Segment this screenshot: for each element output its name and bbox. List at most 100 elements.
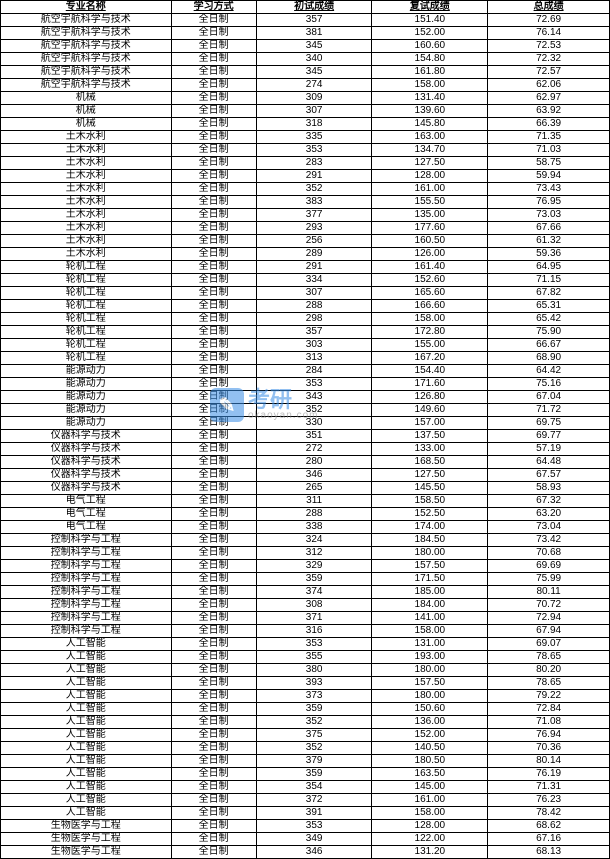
table-cell: 全日制 — [171, 742, 256, 755]
table-row: 电气工程全日制311158.5067.32 — [1, 495, 610, 508]
table-cell: 158.50 — [372, 495, 488, 508]
table-row: 生物医学与工程全日制353128.0068.62 — [1, 820, 610, 833]
table-cell: 141.00 — [372, 612, 488, 625]
table-cell: 全日制 — [171, 365, 256, 378]
table-cell: 318 — [256, 118, 372, 131]
table-cell: 374 — [256, 586, 372, 599]
table-row: 机械全日制318145.8066.39 — [1, 118, 610, 131]
table-cell: 全日制 — [171, 378, 256, 391]
table-cell: 140.50 — [372, 742, 488, 755]
table-cell: 136.00 — [372, 716, 488, 729]
table-cell: 全日制 — [171, 313, 256, 326]
table-cell: 全日制 — [171, 677, 256, 690]
table-cell: 能源动力 — [1, 391, 172, 404]
table-cell: 能源动力 — [1, 404, 172, 417]
table-row: 航空宇航科学与技术全日制345160.6072.53 — [1, 40, 610, 53]
table-cell: 全日制 — [171, 443, 256, 456]
score-table: 专业名称 学习方式 初试成绩 复试成绩 总成绩 航空宇航科学与技术全日制3571… — [0, 0, 610, 859]
table-cell: 283 — [256, 157, 372, 170]
table-cell: 人工智能 — [1, 651, 172, 664]
table-cell: 全日制 — [171, 729, 256, 742]
table-cell: 67.32 — [488, 495, 610, 508]
table-cell: 78.65 — [488, 651, 610, 664]
table-cell: 66.39 — [488, 118, 610, 131]
table-cell: 人工智能 — [1, 729, 172, 742]
table-cell: 全日制 — [171, 846, 256, 859]
table-cell: 71.31 — [488, 781, 610, 794]
table-cell: 轮机工程 — [1, 261, 172, 274]
table-cell: 人工智能 — [1, 664, 172, 677]
table-cell: 139.60 — [372, 105, 488, 118]
table-row: 人工智能全日制352140.5070.36 — [1, 742, 610, 755]
table-cell: 340 — [256, 53, 372, 66]
table-cell: 71.72 — [488, 404, 610, 417]
table-cell: 338 — [256, 521, 372, 534]
table-row: 轮机工程全日制307165.6067.82 — [1, 287, 610, 300]
table-cell: 生物医学与工程 — [1, 820, 172, 833]
table-cell: 机械 — [1, 105, 172, 118]
table-cell: 土木水利 — [1, 183, 172, 196]
table-cell: 78.65 — [488, 677, 610, 690]
table-cell: 65.42 — [488, 313, 610, 326]
table-cell: 轮机工程 — [1, 287, 172, 300]
table-cell: 171.60 — [372, 378, 488, 391]
table-cell: 288 — [256, 300, 372, 313]
table-cell: 284 — [256, 365, 372, 378]
table-cell: 全日制 — [171, 690, 256, 703]
table-cell: 全日制 — [171, 547, 256, 560]
table-row: 人工智能全日制380180.0080.20 — [1, 664, 610, 677]
table-cell: 126.00 — [372, 248, 488, 261]
table-cell: 全日制 — [171, 638, 256, 651]
table-row: 生物医学与工程全日制349122.0067.16 — [1, 833, 610, 846]
table-cell: 171.50 — [372, 573, 488, 586]
table-cell: 131.20 — [372, 846, 488, 859]
table-row: 人工智能全日制353131.0069.07 — [1, 638, 610, 651]
table-row: 土木水利全日制256160.5061.32 — [1, 235, 610, 248]
table-row: 土木水利全日制293177.6067.66 — [1, 222, 610, 235]
table-cell: 163.50 — [372, 768, 488, 781]
table-cell: 航空宇航科学与技术 — [1, 66, 172, 79]
table-cell: 373 — [256, 690, 372, 703]
table-cell: 全日制 — [171, 274, 256, 287]
table-cell: 152.60 — [372, 274, 488, 287]
table-cell: 全日制 — [171, 755, 256, 768]
table-cell: 全日制 — [171, 560, 256, 573]
table-cell: 土木水利 — [1, 196, 172, 209]
table-cell: 383 — [256, 196, 372, 209]
table-cell: 土木水利 — [1, 235, 172, 248]
table-cell: 161.00 — [372, 794, 488, 807]
table-cell: 64.48 — [488, 456, 610, 469]
table-cell: 全日制 — [171, 508, 256, 521]
table-cell: 轮机工程 — [1, 352, 172, 365]
table-cell: 355 — [256, 651, 372, 664]
table-cell: 161.00 — [372, 183, 488, 196]
table-cell: 70.72 — [488, 599, 610, 612]
table-cell: 372 — [256, 794, 372, 807]
table-cell: 168.50 — [372, 456, 488, 469]
table-cell: 158.00 — [372, 313, 488, 326]
table-row: 人工智能全日制355193.0078.65 — [1, 651, 610, 664]
table-cell: 75.16 — [488, 378, 610, 391]
table-cell: 全日制 — [171, 612, 256, 625]
table-cell: 全日制 — [171, 222, 256, 235]
table-row: 机械全日制309131.4062.97 — [1, 92, 610, 105]
table-cell: 288 — [256, 508, 372, 521]
table-cell: 全日制 — [171, 625, 256, 638]
table-cell: 土木水利 — [1, 144, 172, 157]
table-cell: 全日制 — [171, 417, 256, 430]
table-cell: 全日制 — [171, 235, 256, 248]
table-row: 人工智能全日制359163.5076.19 — [1, 768, 610, 781]
table-cell: 349 — [256, 833, 372, 846]
table-cell: 152.50 — [372, 508, 488, 521]
table-row: 仪器科学与技术全日制272133.0057.19 — [1, 443, 610, 456]
table-cell: 人工智能 — [1, 716, 172, 729]
table-cell: 68.62 — [488, 820, 610, 833]
table-row: 能源动力全日制330157.0069.75 — [1, 417, 610, 430]
table-cell: 307 — [256, 105, 372, 118]
table-cell: 359 — [256, 573, 372, 586]
table-cell: 轮机工程 — [1, 326, 172, 339]
table-cell: 63.20 — [488, 508, 610, 521]
table-cell: 机械 — [1, 118, 172, 131]
table-cell: 391 — [256, 807, 372, 820]
table-header-row: 专业名称 学习方式 初试成绩 复试成绩 总成绩 — [1, 1, 610, 14]
